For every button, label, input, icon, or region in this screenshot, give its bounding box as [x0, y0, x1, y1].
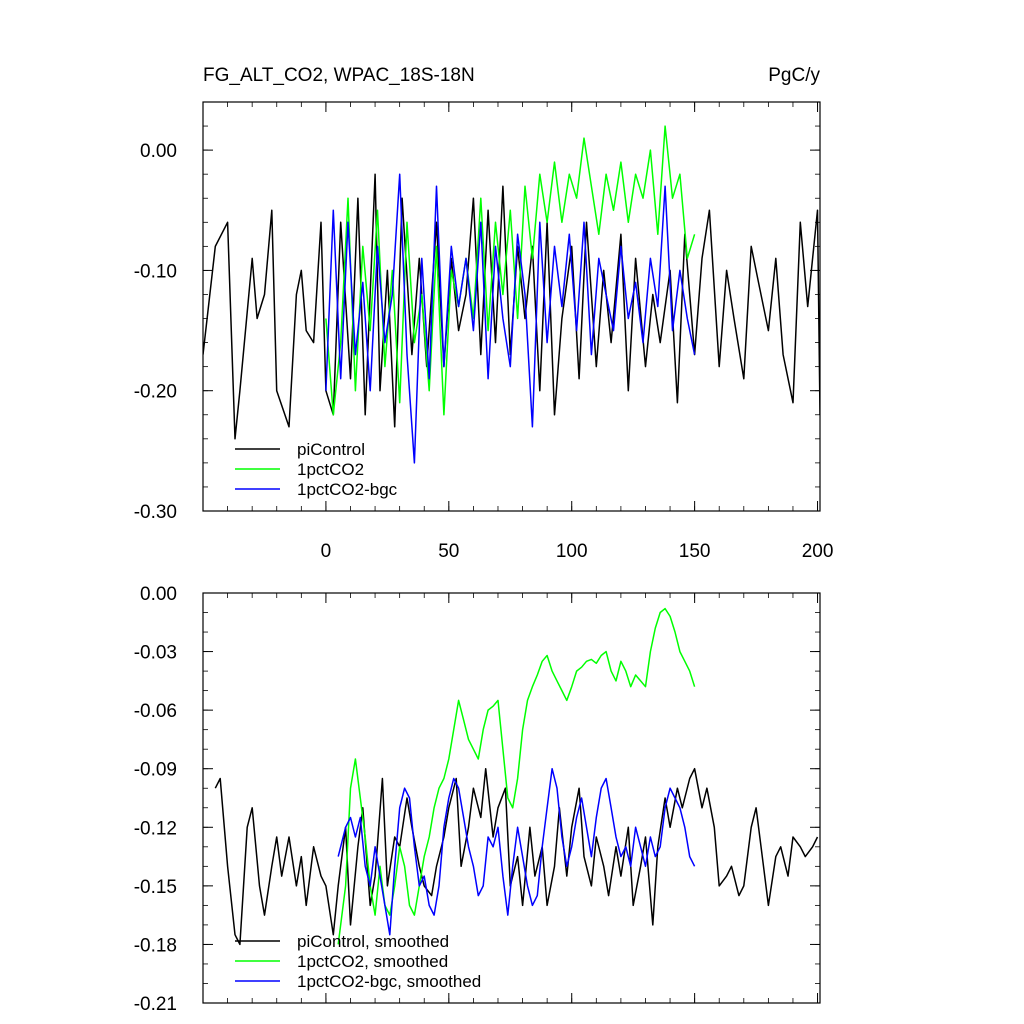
top-panel: FG_ALT_CO2, WPAC_18S-18N PgC/y 0.00 -0.10… — [134, 65, 834, 562]
bottom-y-tick-label: -0.12 — [134, 818, 177, 839]
top-panel-frame — [202, 101, 821, 512]
legend-label-1pctco2-bgc-smoothed: 1pctCO2-bgc, smoothed — [297, 972, 481, 991]
bottom-y-tick-label: -0.15 — [134, 877, 177, 898]
bottom-series-picontrol-smoothed — [214, 767, 819, 946]
legend-label-picontrol: piControl — [297, 440, 365, 459]
top-x-tick-label: 50 — [438, 541, 459, 562]
bottom-series-1pctco2-smoothed — [337, 607, 696, 945]
top-x-tick-label: 100 — [556, 541, 588, 562]
bottom-panel-ticks: 0.00 -0.03 -0.06 -0.09 -0.12 -0.15 -0.18 -0.21 — [134, 584, 820, 1015]
bottom-y-tick-label: -0.18 — [134, 935, 177, 956]
bottom-y-tick-label: -0.03 — [134, 643, 177, 664]
legend-label-1pctco2-bgc: 1pctCO2-bgc — [297, 480, 398, 499]
bottom-y-tick-label: -0.21 — [134, 994, 177, 1015]
bottom-panel-frame — [202, 592, 821, 1004]
top-y-tick-label: -0.20 — [134, 382, 177, 403]
legend-label-1pctco2-smoothed: 1pctCO2, smoothed — [297, 952, 448, 971]
top-series-picontrol — [203, 173, 820, 440]
top-panel-legend: piControl 1pctCO2 1pctCO2-bgc — [235, 440, 398, 499]
bottom-panel-legend: piControl, smoothed 1pctCO2, smoothed 1p… — [235, 932, 481, 991]
top-y-tick-label: 0.00 — [140, 141, 177, 162]
top-x-tick-label: 0 — [321, 541, 332, 562]
bottom-y-tick-label: -0.06 — [134, 701, 177, 722]
bottom-y-tick-label: -0.09 — [134, 760, 177, 781]
top-x-tick-label: 200 — [802, 541, 834, 562]
top-panel-series — [203, 125, 820, 464]
legend-label-1pctco2: 1pctCO2 — [297, 460, 364, 479]
top-series-1pctco2 — [325, 125, 696, 416]
top-y-tick-label: -0.10 — [134, 261, 177, 282]
bottom-y-tick-label: 0.00 — [140, 584, 177, 605]
top-panel-title: FG_ALT_CO2, WPAC_18S-18N — [203, 65, 475, 86]
top-x-tick-label: 150 — [679, 541, 711, 562]
legend-label-picontrol-smoothed: piControl, smoothed — [297, 932, 449, 951]
top-series-1pctco2-bgc — [325, 173, 696, 464]
bottom-panel: 0.00-0.03-0.06-0.09-0.12-0.15-0.18-0.21 … — [134, 584, 821, 1015]
top-y-tick-label: -0.30 — [134, 502, 177, 523]
top-panel-units: PgC/y — [768, 65, 820, 86]
bottom-series-1pctco2-bgc-smoothed — [337, 767, 696, 936]
bottom-panel-series — [214, 607, 819, 946]
